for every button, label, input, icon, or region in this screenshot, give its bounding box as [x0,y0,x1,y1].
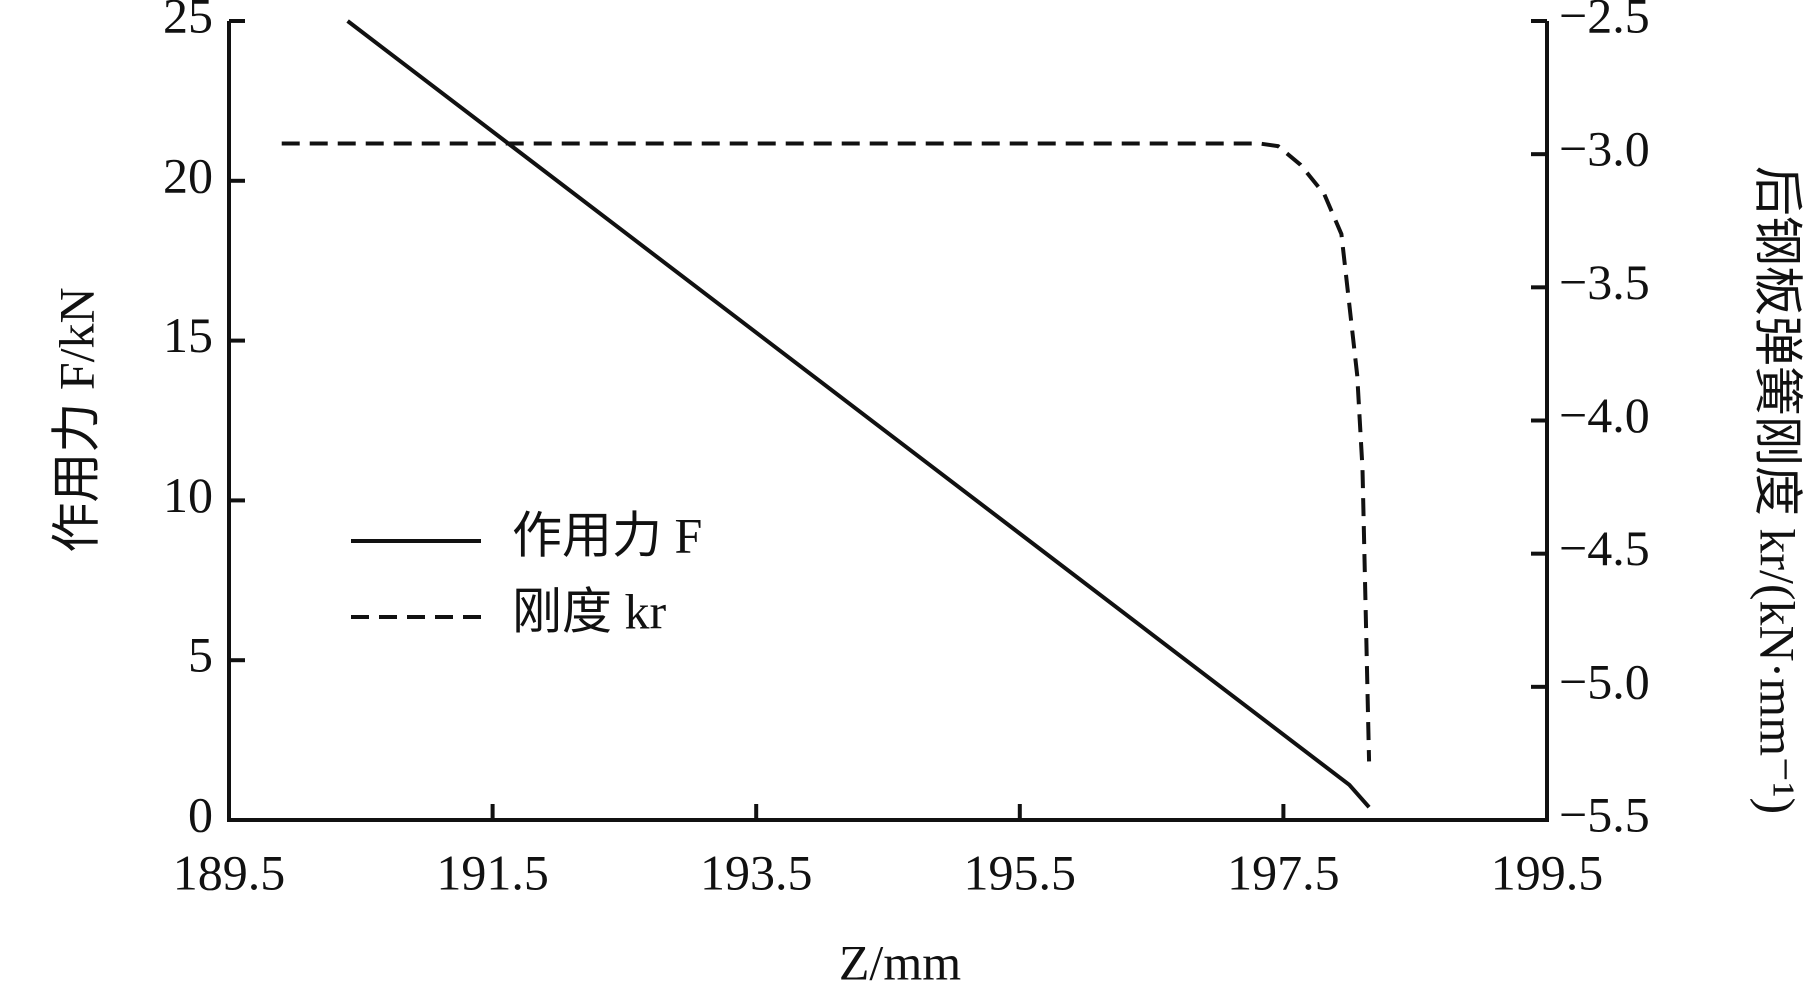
x-tick-label: 195.5 [964,844,1077,900]
y-tick-label: 10 [163,467,213,523]
y2-tick-label: −5.0 [1559,653,1650,709]
legend-label: 刚度 kr [512,583,666,639]
y2-axis-label: 后钢板弹簧刚度 kr/(kN·mm⁻¹) [1750,166,1806,814]
y2-tick-label: −4.5 [1559,520,1650,576]
y-axis-label: 作用力 F/kN [48,287,104,552]
y-tick-label: 5 [188,627,213,683]
x-tick-label: 189.5 [173,844,286,900]
y2-tick-label: −5.5 [1559,786,1650,842]
y2-tick-label: −4.0 [1559,387,1650,443]
y2-tick-label: −2.5 [1559,0,1650,43]
line-series [346,19,1371,809]
x-tick-label: 193.5 [700,844,813,900]
x-tick-label: 191.5 [436,844,549,900]
y-tick-label: 20 [163,147,213,203]
axes [227,21,1549,822]
line-series [281,141,1372,762]
y-tick-label: 0 [188,786,213,842]
x-tick-label: 197.5 [1227,844,1340,900]
y2-tick-label: −3.5 [1559,254,1650,310]
legend-label: 作用力 F [512,507,702,563]
y-tick-label: 25 [163,0,213,43]
y2-tick-label: −3.0 [1559,121,1650,177]
x-tick-label: 199.5 [1491,844,1604,900]
y-tick-label: 15 [163,307,213,363]
x-axis-label: Z/mm [839,934,961,990]
